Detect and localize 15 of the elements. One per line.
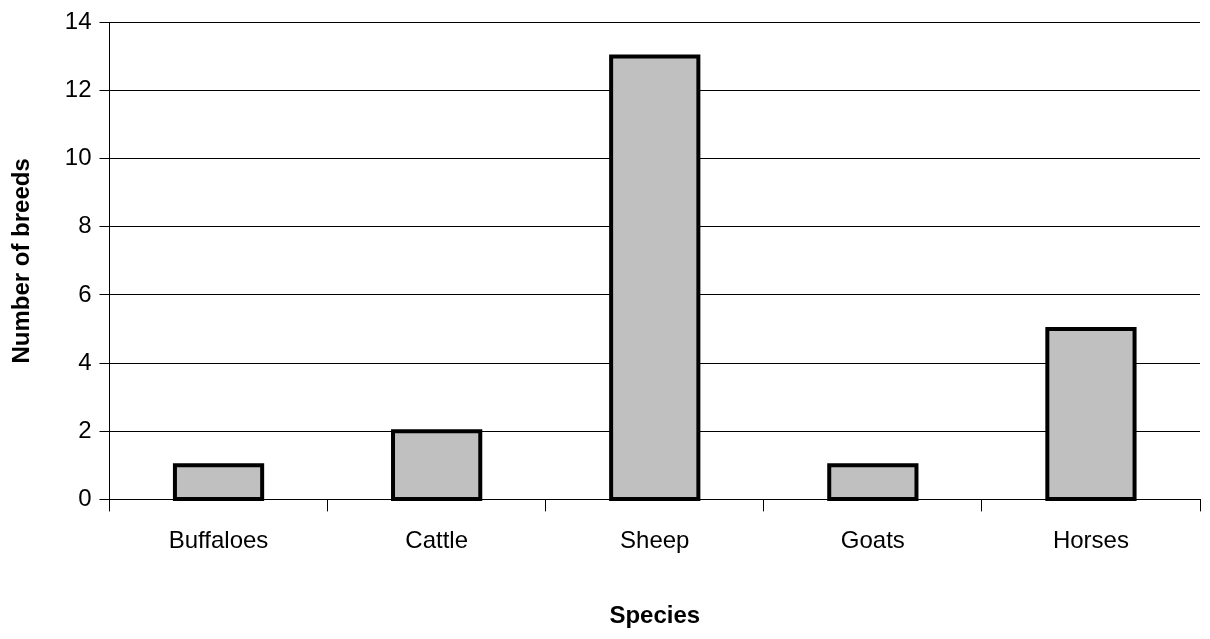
y-tick-label: 4 xyxy=(78,347,92,375)
x-tick-label: Sheep xyxy=(620,526,690,554)
y-tick-label: 6 xyxy=(78,279,92,307)
x-tick-label: Goats xyxy=(840,526,905,554)
y-tick-label: 10 xyxy=(64,143,92,171)
y-tick-label: 0 xyxy=(78,484,92,512)
x-axis-title: Species xyxy=(609,601,701,629)
x-tick-label: Buffaloes xyxy=(168,526,269,554)
x-tick-label: Horses xyxy=(1052,526,1129,554)
y-tick-label: 8 xyxy=(78,211,92,239)
y-tick-label: 12 xyxy=(64,75,92,103)
y-axis-title: Number of breeds xyxy=(7,158,35,364)
y-tick-label: 2 xyxy=(78,415,92,443)
x-tick-label: Cattle xyxy=(405,526,468,554)
y-tick-label: 14 xyxy=(64,7,92,35)
